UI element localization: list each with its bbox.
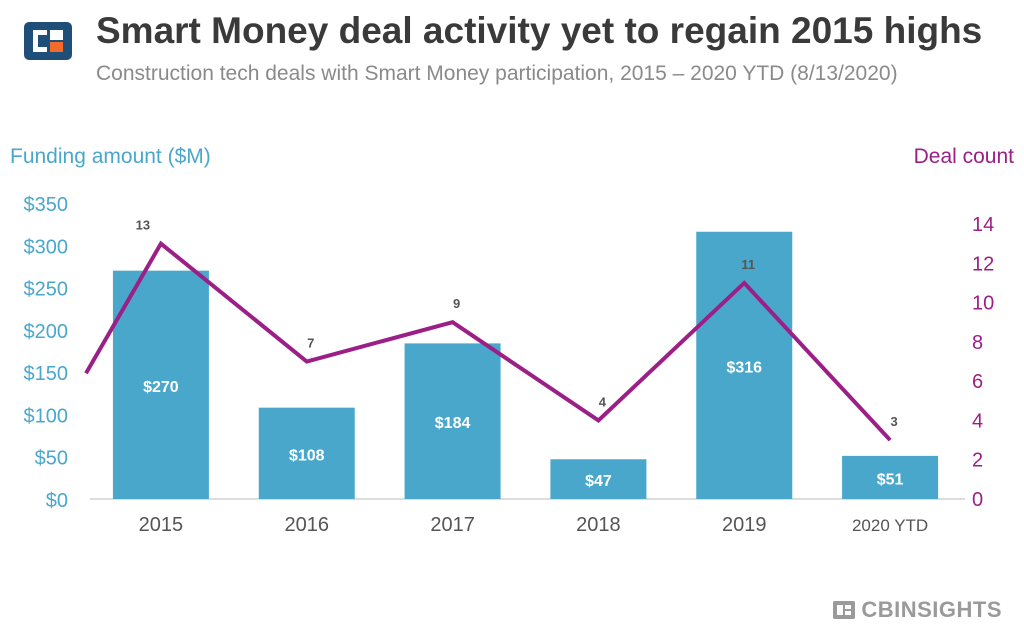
line-value-label: 7 <box>307 336 314 351</box>
bar-value-label: $316 <box>726 359 762 376</box>
left-tick-label: $100 <box>24 405 69 427</box>
bar <box>112 270 209 499</box>
left-tick-label: $0 <box>46 490 68 512</box>
x-tick-label: 2020 YTD <box>852 516 928 535</box>
right-tick-label: 12 <box>972 253 994 275</box>
line-value-label: 3 <box>890 414 897 429</box>
right-tick-label: 4 <box>972 410 983 432</box>
left-tick-label: $250 <box>24 279 69 301</box>
right-tick-label: 6 <box>972 371 983 393</box>
brand-footer: CBINSIGHTS <box>833 597 1002 623</box>
bar-value-label: $270 <box>143 379 179 396</box>
left-tick-label: $50 <box>35 448 68 470</box>
chart-subtitle: Construction tech deals with Smart Money… <box>96 62 898 85</box>
left-tick-label: $300 <box>24 236 69 258</box>
deal-count-line <box>84 240 892 442</box>
right-tick-label: 14 <box>972 214 994 236</box>
right-axis-title: Deal count <box>913 145 1014 168</box>
x-tick-label: 2015 <box>139 514 184 536</box>
bar-value-label: $47 <box>585 473 612 490</box>
brand-text: CBINSIGHTS <box>861 597 1002 622</box>
cb-brand-icon <box>833 601 856 619</box>
bar <box>696 231 793 500</box>
bar-value-label: $51 <box>877 471 904 488</box>
left-axis-title: Funding amount ($M) <box>10 145 211 168</box>
right-tick-label: 8 <box>972 332 983 354</box>
left-tick-label: $350 <box>24 194 69 216</box>
x-tick-label: 2019 <box>722 514 767 536</box>
bar <box>258 407 355 499</box>
cb-insights-logo-icon <box>24 22 72 60</box>
line-value-label: 13 <box>136 218 150 233</box>
x-tick-label: 2017 <box>430 514 475 536</box>
line-value-label: 4 <box>599 394 607 409</box>
x-tick-label: 2016 <box>285 514 330 536</box>
left-tick-label: $150 <box>24 363 69 385</box>
line-value-label: 9 <box>453 296 460 311</box>
bar <box>842 455 939 499</box>
bar-value-label: $184 <box>435 415 471 432</box>
bar <box>550 459 647 499</box>
bar <box>404 343 501 499</box>
right-tick-label: 0 <box>972 489 983 511</box>
right-tick-label: 2 <box>972 450 983 472</box>
line-value-label: 11 <box>741 257 755 272</box>
left-tick-label: $200 <box>24 321 69 343</box>
bar-value-label: $108 <box>289 447 325 464</box>
right-tick-label: 10 <box>972 293 994 315</box>
x-tick-label: 2018 <box>576 514 621 536</box>
chart-title: Smart Money deal activity yet to regain … <box>96 10 983 51</box>
